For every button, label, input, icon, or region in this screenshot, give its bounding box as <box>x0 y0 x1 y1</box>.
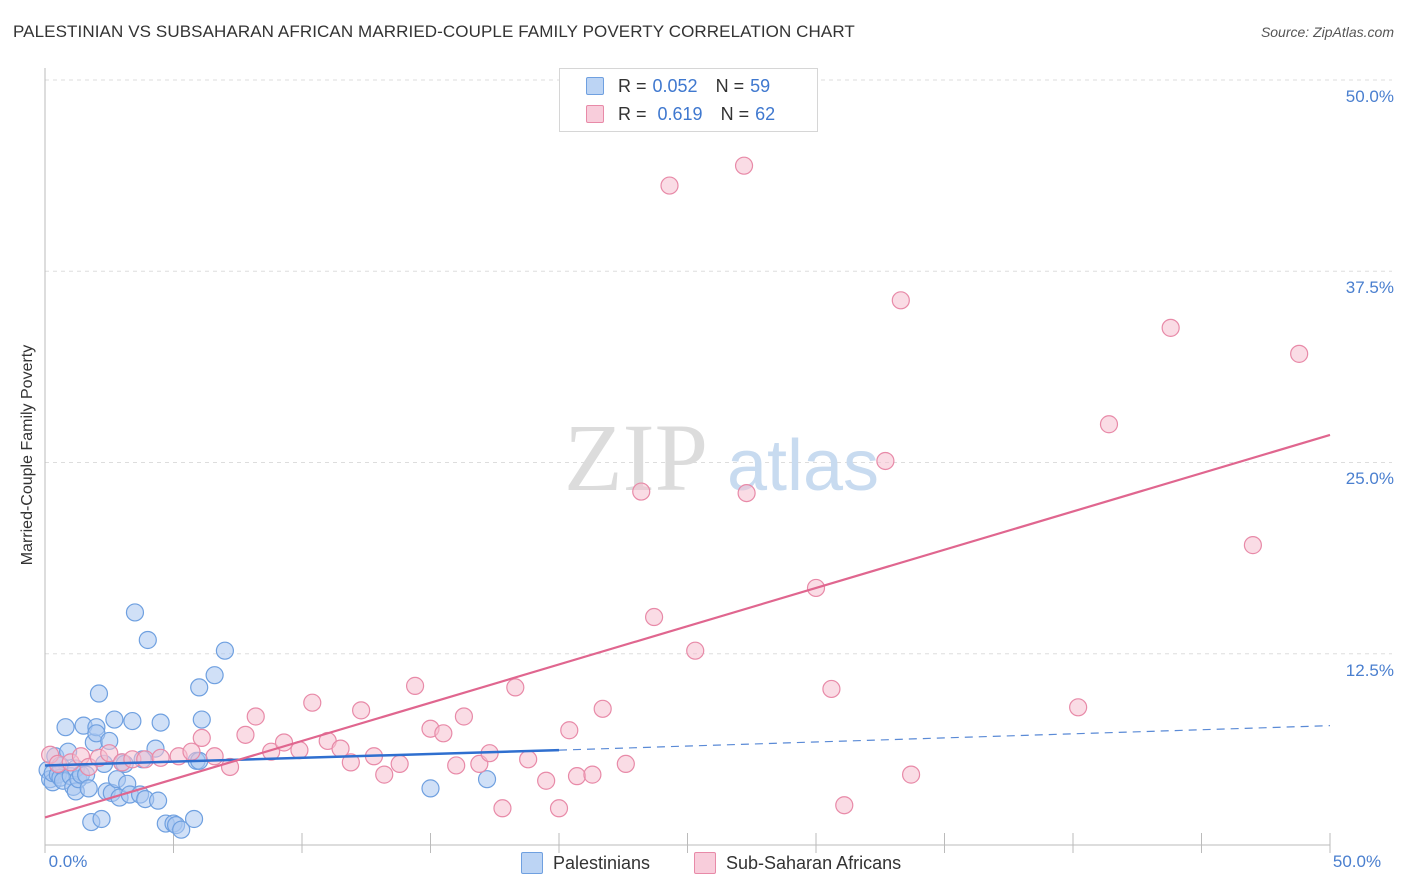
subsaharan-point <box>454 707 474 726</box>
subsaharan-point <box>1161 318 1180 337</box>
correlation-legend: R = 0.052 N = 59 R = 0.619 N = 62 <box>559 68 818 132</box>
subsaharan-point <box>236 725 255 744</box>
subsaharan-point <box>341 753 360 772</box>
subsaharan-point <box>593 699 612 718</box>
subsaharan-point <box>246 707 265 726</box>
palestinian-point <box>151 713 170 732</box>
y-tick-label-37-5: 37.5% <box>1345 278 1394 297</box>
subsaharan-trend-line <box>44 433 1331 819</box>
axes <box>44 68 1331 853</box>
subsaharan-point <box>434 724 453 743</box>
subsaharan-point <box>537 771 556 790</box>
subsaharan-point <box>352 701 371 720</box>
palestinians-legend-swatch <box>521 852 543 874</box>
subsaharan-point <box>1069 698 1088 717</box>
palestinian-point <box>123 711 142 731</box>
subsaharan-legend-label: Sub-Saharan Africans <box>726 852 902 873</box>
palestinian-point <box>477 770 497 789</box>
r-value: 0.052 <box>652 75 698 96</box>
chart-title: PALESTINIAN VS SUBSAHARAN AFRICAN MARRIE… <box>13 22 855 41</box>
subsaharan-point <box>447 756 466 775</box>
subsaharan-point <box>901 765 921 784</box>
palestinian-point <box>105 710 124 729</box>
subsaharan-point <box>205 747 224 766</box>
palestinian-point <box>79 779 98 798</box>
subsaharan-point <box>891 291 910 310</box>
r-label: R = <box>618 75 647 96</box>
subsaharan-point <box>737 484 756 503</box>
subsaharan-point <box>567 767 587 786</box>
legend-row-subsaharan: R = 0.619 N = 62 <box>586 102 775 126</box>
subsaharan-point <box>1290 344 1309 363</box>
subsaharan-point <box>1099 415 1119 434</box>
subsaharan-point <box>192 728 211 748</box>
subsaharan-point <box>835 796 854 815</box>
palestinian-point <box>172 820 191 839</box>
subsaharan-point <box>822 679 841 699</box>
n-value: 62 <box>755 103 776 124</box>
legend-palestinians: Palestinians <box>521 852 650 874</box>
subsaharan-point <box>644 607 664 627</box>
subsaharan-point <box>583 765 602 784</box>
palestinian-point <box>92 809 111 829</box>
subsaharan-swatch <box>586 105 604 123</box>
n-label: N = <box>720 103 750 124</box>
legend-subsaharan: Sub-Saharan Africans <box>694 852 901 874</box>
palestinian-point <box>421 779 440 798</box>
legend-row-palestinians: R = 0.052 N = 59 <box>586 74 770 98</box>
subsaharan-point <box>632 482 651 501</box>
subsaharan-point <box>560 721 579 740</box>
grid-lines <box>45 79 1392 655</box>
subsaharan-point <box>734 156 754 175</box>
subsaharan-point <box>151 748 170 767</box>
x-tick-label-50: 50.0% <box>1332 852 1382 871</box>
palestinian-point <box>56 718 75 737</box>
palestinians-swatch <box>586 77 604 95</box>
palestinian-point <box>148 791 168 810</box>
subsaharan-point <box>1243 536 1263 555</box>
subsaharan-point <box>390 754 409 774</box>
subsaharan-point <box>506 678 525 697</box>
palestinian-point <box>190 678 209 697</box>
watermark: ZIP atlas <box>564 404 879 511</box>
palestinian-point <box>125 603 145 622</box>
y-tick-label-50: 50.0% <box>1345 87 1394 106</box>
subsaharan-point <box>405 676 425 695</box>
subsaharan-point <box>493 799 512 818</box>
subsaharan-legend-swatch <box>694 852 716 874</box>
palestinian-point <box>192 710 211 729</box>
r-label: R = <box>618 103 647 124</box>
palestinians-trend-line <box>44 748 560 767</box>
palestinian-point <box>215 641 234 660</box>
x-tick-label-0: 0.0% <box>48 852 88 871</box>
subsaharan-point <box>136 750 155 769</box>
palestinian-point <box>205 666 224 685</box>
palestinian-point <box>184 809 204 829</box>
subsaharan-point <box>549 799 569 818</box>
subsaharan-point <box>100 744 119 763</box>
subsaharan-point <box>375 765 394 784</box>
subsaharan-point <box>876 451 895 471</box>
y-tick-label-12-5: 12.5% <box>1345 661 1394 680</box>
r-value: 0.619 <box>652 103 703 124</box>
n-label: N = <box>715 75 745 96</box>
n-value: 59 <box>750 75 771 96</box>
subsaharan-point <box>660 176 679 195</box>
palestinian-point <box>138 630 157 650</box>
palestinian-point <box>89 684 109 703</box>
palestinians-trend-extension <box>558 725 1331 751</box>
subsaharan-point <box>616 754 635 774</box>
trend-lines <box>44 433 1331 819</box>
source-label: Source: ZipAtlas.com <box>1260 24 1394 40</box>
y-tick-label-25: 25.0% <box>1345 469 1394 488</box>
subsaharan-point <box>519 750 538 769</box>
subsaharan-point <box>686 641 705 660</box>
subsaharan-point <box>303 693 322 712</box>
palestinians-legend-label: Palestinians <box>553 852 651 873</box>
